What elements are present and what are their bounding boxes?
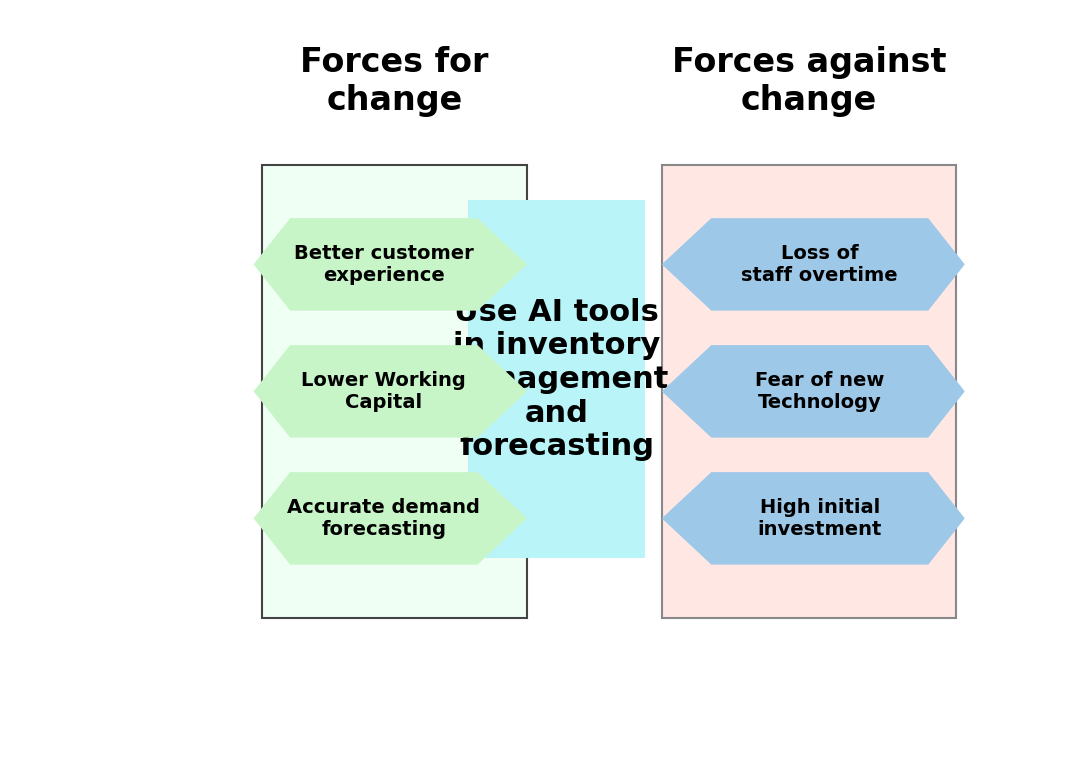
Text: Forces against
change: Forces against change xyxy=(672,46,946,117)
Text: High initial
investment: High initial investment xyxy=(758,498,882,539)
FancyBboxPatch shape xyxy=(661,164,957,618)
FancyBboxPatch shape xyxy=(468,201,645,559)
Text: Use AI tools
in inventory
management
and
forecasting: Use AI tools in inventory management and… xyxy=(444,298,669,461)
Text: Forces for
change: Forces for change xyxy=(301,46,489,117)
Text: Lower Working
Capital: Lower Working Capital xyxy=(302,371,466,412)
Polygon shape xyxy=(253,472,527,565)
FancyBboxPatch shape xyxy=(262,164,527,618)
Polygon shape xyxy=(661,472,964,565)
Polygon shape xyxy=(661,345,964,438)
Polygon shape xyxy=(253,345,527,438)
Text: Better customer
experience: Better customer experience xyxy=(294,244,473,285)
Text: Fear of new
Technology: Fear of new Technology xyxy=(755,371,884,412)
Text: Accurate demand
forecasting: Accurate demand forecasting xyxy=(288,498,480,539)
Polygon shape xyxy=(253,218,527,311)
Polygon shape xyxy=(661,218,964,311)
Text: Loss of
staff overtime: Loss of staff overtime xyxy=(742,244,898,285)
